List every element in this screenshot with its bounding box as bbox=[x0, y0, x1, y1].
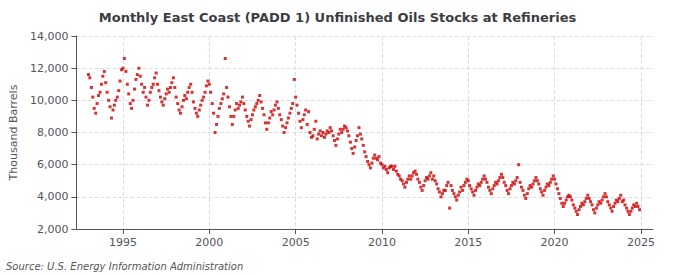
svg-text:2005: 2005 bbox=[282, 236, 310, 249]
svg-text:4,000: 4,000 bbox=[37, 190, 69, 203]
svg-text:2025: 2025 bbox=[627, 236, 655, 249]
svg-text:Source: U.S. Energy Informatio: Source: U.S. Energy Information Administ… bbox=[6, 261, 243, 272]
svg-text:Monthly East Coast (PADD 1) Un: Monthly East Coast (PADD 1) Unfinished O… bbox=[99, 10, 577, 25]
svg-text:6,000: 6,000 bbox=[37, 158, 69, 171]
svg-text:10,000: 10,000 bbox=[30, 94, 69, 107]
svg-text:2010: 2010 bbox=[368, 236, 396, 249]
svg-text:2000: 2000 bbox=[195, 236, 223, 249]
svg-text:2,000: 2,000 bbox=[37, 223, 69, 236]
svg-text:Thousand Barrels: Thousand Barrels bbox=[7, 84, 20, 181]
svg-text:2015: 2015 bbox=[454, 236, 482, 249]
svg-text:12,000: 12,000 bbox=[30, 62, 69, 75]
svg-text:1995: 1995 bbox=[109, 236, 137, 249]
svg-text:14,000: 14,000 bbox=[30, 30, 69, 43]
svg-text:8,000: 8,000 bbox=[37, 126, 69, 139]
svg-text:2020: 2020 bbox=[541, 236, 569, 249]
